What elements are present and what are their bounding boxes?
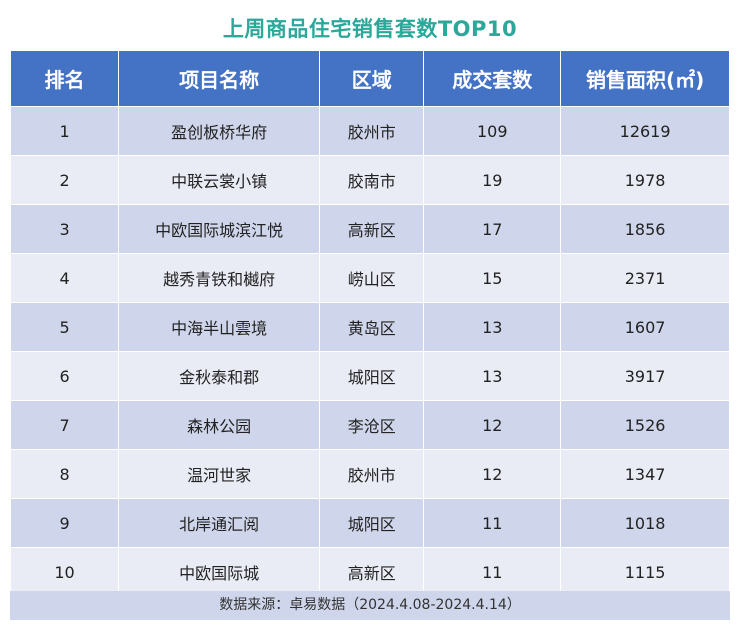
cell-rank: 2 (9, 155, 120, 205)
cell-deal-sets: 11 (423, 547, 562, 597)
table-row: 9 北岸通汇阅 城阳区 11 1018 (9, 498, 730, 548)
cell-region: 李沧区 (319, 400, 425, 450)
cell-project-name: 金秋泰和郡 (118, 351, 321, 401)
cell-rank: 9 (9, 498, 120, 548)
table-row: 3 中欧国际城滨江悦 高新区 17 1856 (9, 204, 730, 254)
cell-deal-sets: 19 (423, 155, 562, 205)
table-row: 10 中欧国际城 高新区 11 1115 (9, 547, 730, 597)
cell-sales-area: 1978 (560, 155, 730, 205)
header-sales-area: 销售面积(㎡) (560, 50, 730, 107)
cell-rank: 5 (9, 302, 120, 352)
cell-sales-area: 1347 (560, 449, 730, 499)
cell-region: 崂山区 (319, 253, 425, 303)
data-source-note: 数据来源：卓易数据（2024.4.08-2024.4.14） (10, 591, 730, 620)
cell-sales-area: 1018 (560, 498, 730, 548)
cell-region: 高新区 (319, 204, 425, 254)
cell-sales-area: 1526 (560, 400, 730, 450)
table-body: 1 盈创板桥华府 胶州市 109 12619 2 中联云裳小镇 胶南市 19 1978 3 中欧国际城… (9, 106, 730, 597)
header-project-name: 项目名称 (118, 50, 321, 107)
cell-region: 城阳区 (319, 498, 425, 548)
cell-sales-area: 12619 (560, 106, 730, 156)
cell-deal-sets: 15 (423, 253, 562, 303)
cell-project-name: 温河世家 (118, 449, 321, 499)
cell-deal-sets: 13 (423, 351, 562, 401)
cell-project-name: 中欧国际城 (118, 547, 321, 597)
cell-rank: 1 (9, 106, 120, 156)
table-row: 6 金秋泰和郡 城阳区 13 3917 (9, 351, 730, 401)
cell-region: 城阳区 (319, 351, 425, 401)
cell-sales-area: 1607 (560, 302, 730, 352)
cell-deal-sets: 12 (423, 449, 562, 499)
table-row: 8 温河世家 胶州市 12 1347 (9, 449, 730, 499)
cell-deal-sets: 11 (423, 498, 562, 548)
cell-rank: 4 (9, 253, 120, 303)
cell-deal-sets: 13 (423, 302, 562, 352)
header-rank: 排名 (9, 50, 120, 107)
cell-sales-area: 1856 (560, 204, 730, 254)
cell-deal-sets: 109 (423, 106, 562, 156)
cell-project-name: 北岸通汇阅 (118, 498, 321, 548)
cell-sales-area: 1115 (560, 547, 730, 597)
cell-region: 黄岛区 (319, 302, 425, 352)
table-row: 7 森林公园 李沧区 12 1526 (9, 400, 730, 450)
cell-region: 胶州市 (319, 449, 425, 499)
header-deal-sets: 成交套数 (423, 50, 562, 107)
header-region: 区域 (319, 50, 425, 107)
cell-sales-area: 2371 (560, 253, 730, 303)
cell-deal-sets: 12 (423, 400, 562, 450)
cell-project-name: 森林公园 (118, 400, 321, 450)
cell-project-name: 盈创板桥华府 (118, 106, 321, 156)
cell-rank: 7 (9, 400, 120, 450)
table-header-row: 排名 项目名称 区域 成交套数 销售面积(㎡) (9, 50, 730, 107)
sales-table: 排名 项目名称 区域 成交套数 销售面积(㎡) 1 盈创板桥华府 胶州市 109 126… (9, 50, 730, 597)
cell-rank: 3 (9, 204, 120, 254)
cell-rank: 8 (9, 449, 120, 499)
table-row: 5 中海半山雲境 黄岛区 13 1607 (9, 302, 730, 352)
cell-project-name: 中欧国际城滨江悦 (118, 204, 321, 254)
cell-rank: 10 (9, 547, 120, 597)
cell-rank: 6 (9, 351, 120, 401)
cell-project-name: 中联云裳小镇 (118, 155, 321, 205)
table-title: 上周商品住宅销售套数TOP10 (222, 17, 518, 41)
table-row: 4 越秀青铁和樾府 崂山区 15 2371 (9, 253, 730, 303)
cell-project-name: 中海半山雲境 (118, 302, 321, 352)
cell-region: 胶州市 (319, 106, 425, 156)
cell-sales-area: 3917 (560, 351, 730, 401)
cell-region: 胶南市 (319, 155, 425, 205)
table-row: 2 中联云裳小镇 胶南市 19 1978 (9, 155, 730, 205)
cell-deal-sets: 17 (423, 204, 562, 254)
cell-project-name: 越秀青铁和樾府 (118, 253, 321, 303)
cell-region: 高新区 (319, 547, 425, 597)
table-row: 1 盈创板桥华府 胶州市 109 12619 (9, 106, 730, 156)
